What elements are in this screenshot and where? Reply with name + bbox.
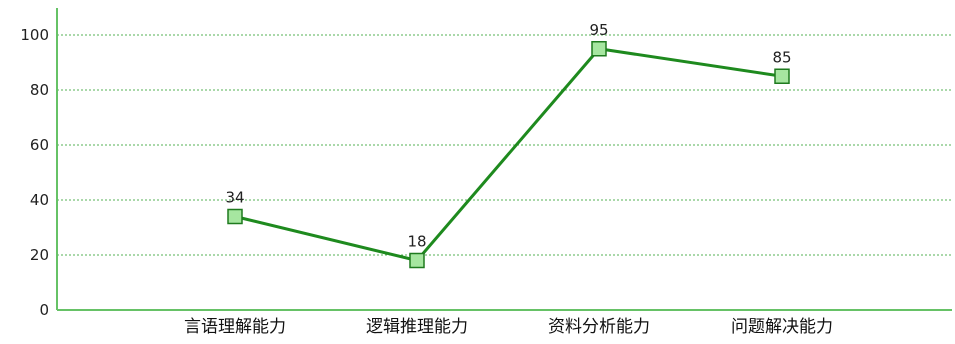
series-line-0 <box>234 47 783 262</box>
series-lines <box>234 47 783 262</box>
x-category-labels: 言语理解能力 逻辑推理能力 资料分析能力 问题解决能力 <box>184 317 833 337</box>
data-labels: 34 18 95 85 <box>225 21 791 251</box>
y-tick-label-100: 100 <box>20 26 49 44</box>
x-category-label-2: 资料分析能力 <box>548 317 650 337</box>
data-point-逻辑推理能力 <box>409 252 425 269</box>
y-tick-label-0: 0 <box>39 301 49 319</box>
data-label-3: 85 <box>772 48 791 66</box>
x-category-label-1: 逻辑推理能力 <box>366 317 468 337</box>
y-tick-label-20: 20 <box>30 246 49 264</box>
x-category-label-0: 言语理解能力 <box>184 317 286 337</box>
y-tick-labels: 0 20 40 60 80 100 <box>20 26 49 319</box>
data-label-1: 18 <box>407 233 426 251</box>
gridlines <box>57 34 952 256</box>
data-points <box>227 41 790 269</box>
data-label-2: 95 <box>589 21 608 39</box>
data-label-0: 34 <box>225 189 244 207</box>
y-tick-label-80: 80 <box>30 81 49 99</box>
axes <box>56 8 952 311</box>
x-category-label-3: 问题解决能力 <box>731 317 833 337</box>
data-point-言语理解能力 <box>227 208 243 225</box>
y-tick-label-40: 40 <box>30 191 49 209</box>
data-point-问题解决能力 <box>774 68 790 84</box>
data-point-资料分析能力 <box>591 41 607 57</box>
y-tick-label-60: 60 <box>30 136 49 154</box>
